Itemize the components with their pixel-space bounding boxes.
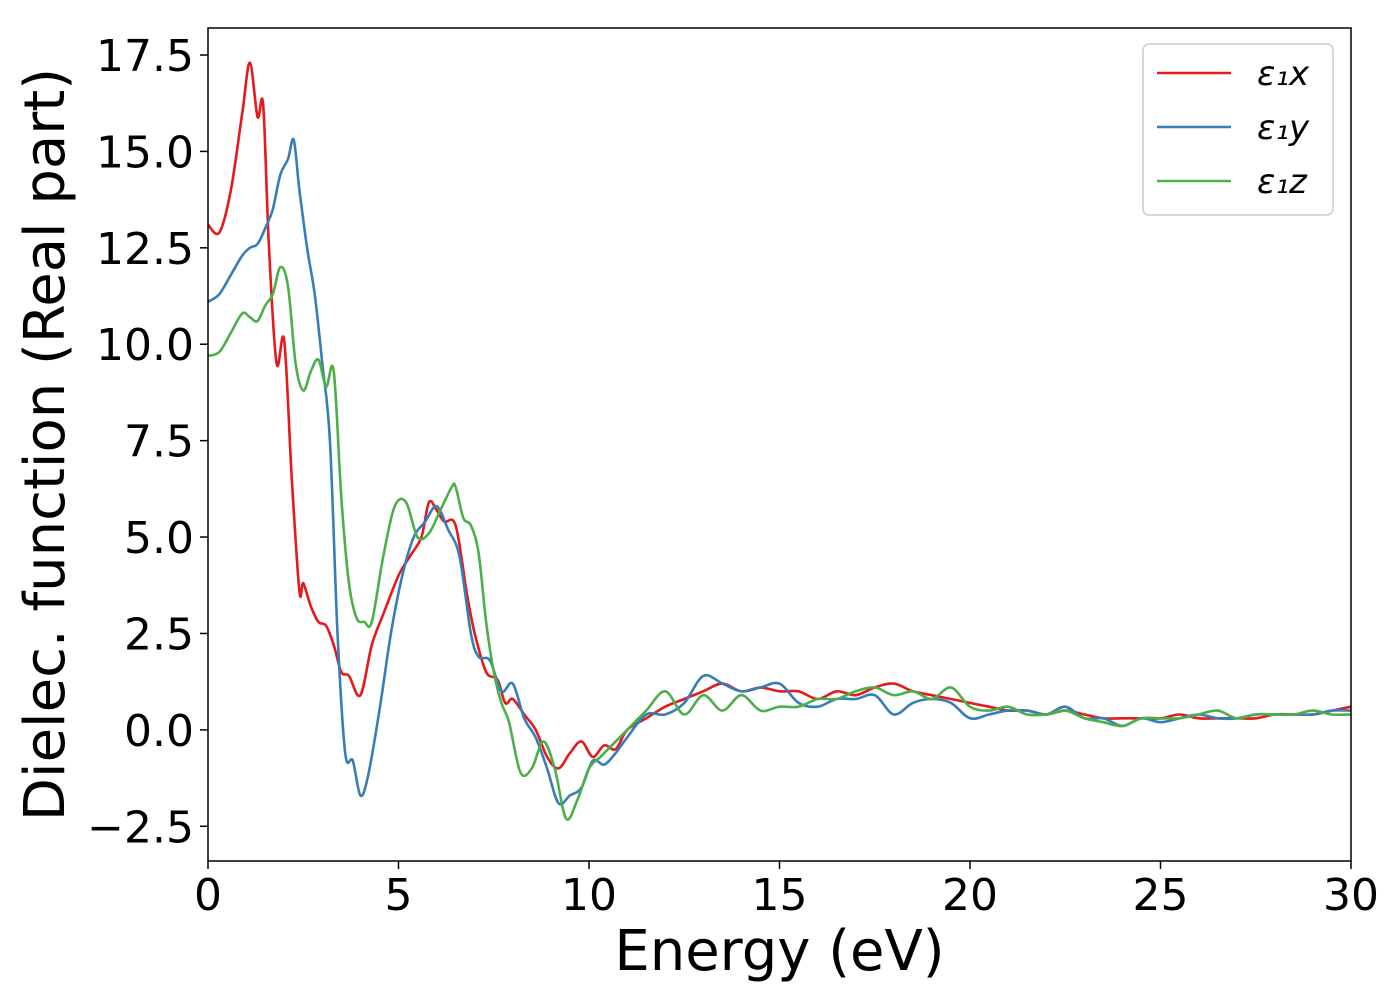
x-tick-label: 0 <box>194 870 222 921</box>
x-tick-label: 10 <box>561 870 617 921</box>
legend-box <box>1142 43 1334 216</box>
x-tick-label: 20 <box>942 870 998 921</box>
x-axis: 0 5 10 15 20 25 30 <box>194 861 1379 921</box>
legend-label-x: ε₁x <box>1257 54 1310 94</box>
series-line-1 <box>207 137 1352 806</box>
x-tick-label: 25 <box>1133 870 1189 921</box>
x-tick-label: 30 <box>1323 870 1379 921</box>
y-axis-label: Dielec. function (Real part) <box>13 68 78 821</box>
y-tick-label: 2.5 <box>124 609 194 660</box>
y-tick-label: 5.0 <box>124 513 194 564</box>
plot-series <box>207 61 1352 821</box>
y-tick-label: −2.5 <box>87 802 194 853</box>
legend-label-y: ε₁y <box>1257 108 1310 148</box>
x-axis-label: Energy (eV) <box>614 919 944 984</box>
series-line-2 <box>207 265 1352 821</box>
y-tick-label: 17.5 <box>96 31 194 82</box>
y-tick-label: 10.0 <box>96 320 194 371</box>
x-tick-label: 5 <box>385 870 413 921</box>
legend-label-z: ε₁z <box>1257 162 1308 202</box>
y-tick-label: 15.0 <box>96 127 194 178</box>
legend: ε₁x ε₁y ε₁z <box>1142 43 1334 216</box>
y-tick-label: 0.0 <box>124 706 194 757</box>
x-tick-label: 15 <box>752 870 808 921</box>
y-tick-label: 12.5 <box>96 224 194 275</box>
y-axis: −2.5 0.0 2.5 5.0 7.5 10.0 12.5 15.0 17.5 <box>87 31 208 853</box>
y-tick-label: 7.5 <box>124 417 194 468</box>
series-line-0 <box>207 61 1352 770</box>
